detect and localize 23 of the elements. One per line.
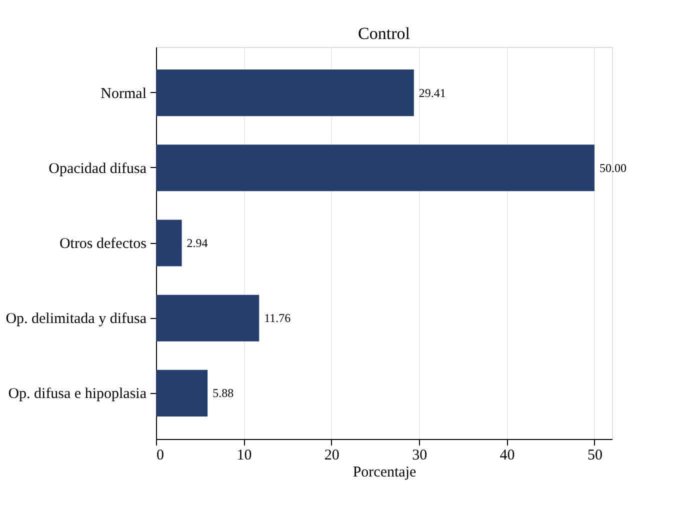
data-label: 11.76 (264, 311, 291, 326)
x-tick-label: 30 (412, 448, 428, 464)
data-label: 2.94 (186, 236, 208, 250)
bar (156, 294, 260, 342)
x-tick-label: 40 (500, 448, 515, 464)
chart-title: Control (358, 24, 410, 43)
y-tick-label: Op. difusa e hipoplasia (8, 386, 147, 402)
x-tick-label: 20 (324, 448, 340, 464)
data-label: 50.00 (599, 160, 626, 175)
data-label: 5.88 (212, 386, 234, 400)
x-tick-label: 50 (587, 448, 602, 464)
bar (156, 370, 208, 416)
y-tick-label: Otros defectos (59, 236, 147, 252)
bar (156, 220, 182, 266)
x-tick-label: 10 (236, 448, 252, 464)
bar (156, 70, 414, 116)
x-tick-label: 0 (156, 448, 164, 464)
bar (156, 144, 594, 192)
x-axis-title: Porcentaje (352, 464, 416, 480)
y-tick-label: Normal (100, 86, 146, 102)
y-tick-label: Opacidad difusa (48, 160, 147, 177)
y-tick-label: Op. delimitada y difusa (6, 311, 147, 328)
data-label: 29.41 (418, 86, 446, 100)
